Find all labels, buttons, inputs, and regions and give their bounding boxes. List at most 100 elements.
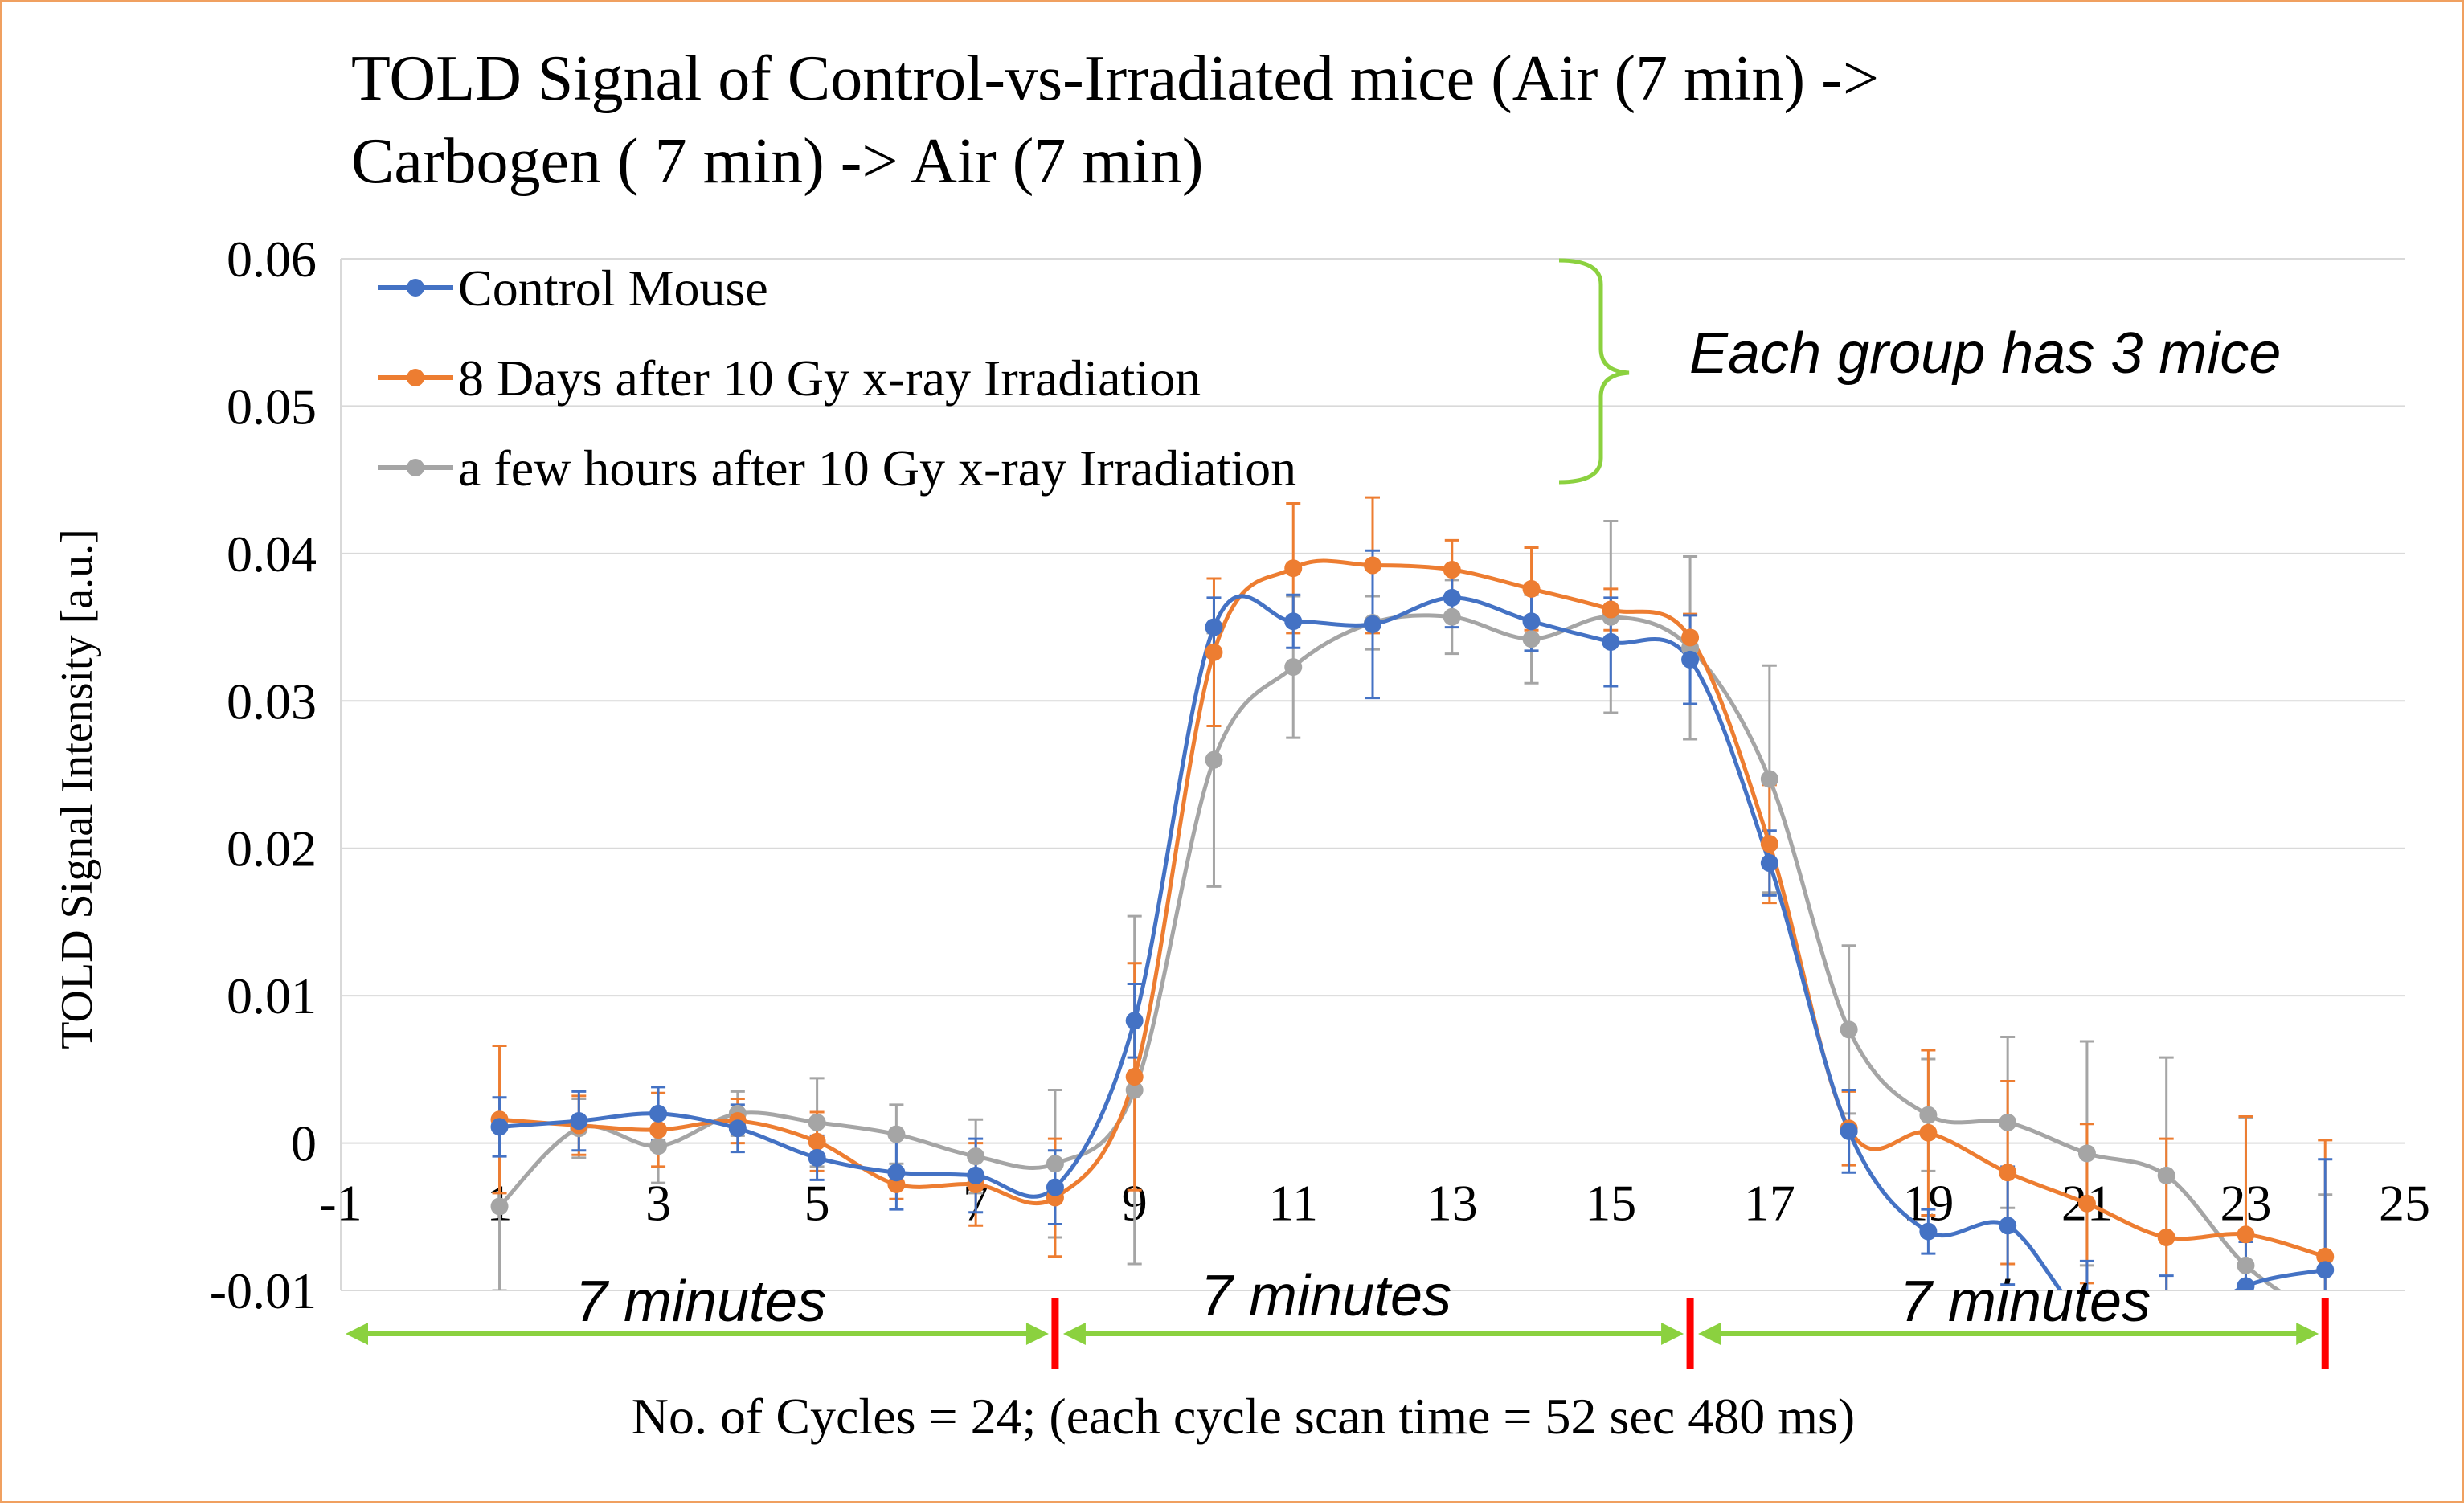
series-line-few-hours: [497, 613, 2282, 1290]
data-point-few-hours: [1443, 607, 1461, 626]
data-point-8-days: [1125, 1068, 1144, 1086]
data-point-control: [1760, 854, 1778, 873]
data-point-8-days: [1284, 559, 1303, 578]
data-point-8-days: [1205, 643, 1223, 661]
data-point-control: [1125, 1012, 1144, 1030]
y-tick-label: 0.01: [227, 967, 317, 1024]
y-tick-label: 0.05: [227, 378, 317, 435]
data-point-few-hours: [490, 1197, 509, 1216]
x-tick-label: 11: [1268, 1175, 1318, 1232]
y-tick-label: 0.06: [227, 231, 317, 288]
data-point-few-hours: [967, 1147, 985, 1166]
data-point-control: [490, 1118, 509, 1136]
data-point-control: [1681, 650, 1700, 669]
chart-title-line2: Carbogen ( 7 min) -> Air (7 min): [351, 126, 1203, 197]
data-point-few-hours: [649, 1137, 668, 1155]
legend-marker-control: [407, 279, 424, 297]
data-point-control: [887, 1164, 906, 1182]
data-point-8-days: [1999, 1164, 2017, 1182]
phase-arrow-head-left: [1062, 1323, 1086, 1345]
x-tick-label: 17: [1744, 1175, 1795, 1232]
data-point-control: [808, 1148, 826, 1167]
legend-marker-8-days: [407, 369, 424, 386]
data-point-control: [570, 1112, 588, 1131]
data-point-control: [1284, 612, 1303, 631]
data-point-8-days: [649, 1121, 668, 1139]
legend-item-8-days: 8 Days after 10 Gy x-ray Irradiation: [378, 350, 1201, 407]
data-point-few-hours: [2237, 1256, 2255, 1274]
data-point-8-days: [808, 1132, 826, 1151]
bracket-label: Each group has 3 mice: [1689, 321, 2281, 386]
data-point-control: [1443, 588, 1461, 607]
x-tick-label: 25: [2379, 1175, 2430, 1232]
y-tick-label: 0.04: [227, 526, 317, 583]
y-tick-label: 0: [291, 1115, 317, 1172]
data-point-control: [1046, 1178, 1064, 1196]
data-point-few-hours: [1760, 770, 1778, 788]
data-point-control: [1999, 1217, 2017, 1235]
gridlines: [340, 258, 2405, 1291]
data-point-control: [1919, 1222, 1938, 1241]
legend-item-control: Control Mouse: [378, 260, 768, 317]
chart-title-line1: TOLD Signal of Control-vs-Irradiated mic…: [351, 43, 1879, 114]
legend-item-few-hours: a few hours after 10 Gy x-ray Irradiatio…: [378, 440, 1296, 497]
data-point-8-days: [1522, 579, 1541, 598]
data-point-few-hours: [2157, 1166, 2175, 1184]
data-point-few-hours: [1522, 630, 1541, 648]
data-point-few-hours: [1125, 1081, 1144, 1099]
data-point-control: [2316, 1261, 2335, 1279]
x-tick-label: 13: [1426, 1175, 1478, 1232]
data-point-control: [728, 1119, 747, 1138]
legend-label-control: Control Mouse: [458, 260, 768, 317]
phase-label-3: 7 minutes: [1900, 1270, 2151, 1334]
legend-label-few-hours: a few hours after 10 Gy x-ray Irradiatio…: [458, 440, 1296, 497]
data-point-control: [967, 1166, 985, 1184]
data-point-control: [1840, 1122, 1858, 1140]
data-point-8-days: [2237, 1225, 2255, 1244]
y-tick-label: 0.03: [227, 673, 317, 730]
phase-arrow-head-left: [346, 1323, 368, 1345]
data-point-few-hours: [1999, 1113, 2017, 1131]
legend-marker-few-hours: [407, 459, 424, 476]
legend-label-8-days: 8 Days after 10 Gy x-ray Irradiation: [458, 350, 1201, 407]
data-point-few-hours: [1205, 750, 1223, 769]
data-point-few-hours: [1840, 1020, 1858, 1039]
data-point-control: [1602, 632, 1620, 651]
y-tick-label: 0.02: [227, 820, 317, 877]
data-point-few-hours: [1046, 1155, 1064, 1173]
x-tick-label: -1: [319, 1175, 362, 1232]
data-point-8-days: [2157, 1228, 2175, 1246]
data-point-few-hours: [1284, 658, 1303, 677]
data-point-8-days: [1681, 628, 1700, 647]
data-point-8-days: [1364, 556, 1381, 575]
phase-arrow-head-right: [2296, 1323, 2319, 1345]
series-lines: [497, 558, 2326, 1290]
data-point-8-days: [1443, 561, 1461, 579]
data-point-control: [1522, 612, 1541, 631]
y-axis-ticks: 0.06 0.05 0.04 0.03 0.02 0.01 0 -0.01: [210, 231, 317, 1319]
group-bracket: [1558, 258, 1630, 485]
phase-arrow-head-right: [1025, 1323, 1049, 1345]
data-point-few-hours: [1919, 1106, 1938, 1124]
data-point-8-days: [1760, 835, 1778, 853]
phase-arrow-head-left: [1698, 1323, 1721, 1345]
data-point-8-days: [1919, 1123, 1938, 1142]
data-point-few-hours: [2077, 1144, 2096, 1163]
phase-annotations: 7 minutes 7 minutes 7 minutes: [346, 1264, 2329, 1369]
series-line-control: [499, 594, 2326, 1290]
data-point-few-hours: [808, 1113, 826, 1131]
phase-label-1: 7 minutes: [575, 1270, 826, 1334]
data-point-few-hours: [887, 1125, 906, 1143]
x-axis-ticks: -1135791113151719212325: [319, 1175, 2430, 1232]
x-axis-caption: No. of Cycles = 24; (each cycle scan tim…: [632, 1388, 1855, 1445]
x-tick-label: 15: [1585, 1175, 1636, 1232]
phase-arrow-head-right: [1661, 1323, 1684, 1345]
series-points: [490, 556, 2335, 1290]
data-point-control: [1205, 618, 1223, 636]
y-axis-label: TOLD Signal Intensity [a.u.]: [52, 529, 102, 1049]
y-tick-label: -0.01: [210, 1262, 317, 1319]
legend: Control Mouse 8 Days after 10 Gy x-ray I…: [378, 260, 1296, 497]
phase-label-2: 7 minutes: [1201, 1264, 1451, 1328]
data-point-control: [1364, 615, 1381, 633]
